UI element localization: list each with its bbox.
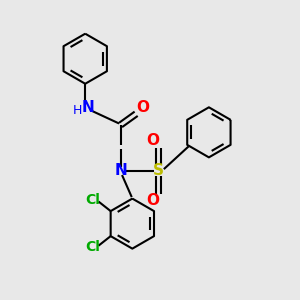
Text: S: S bbox=[153, 163, 164, 178]
Text: Cl: Cl bbox=[85, 240, 100, 254]
Text: N: N bbox=[114, 163, 127, 178]
Text: O: O bbox=[146, 133, 159, 148]
Text: O: O bbox=[146, 193, 159, 208]
Text: O: O bbox=[136, 100, 149, 116]
Text: N: N bbox=[81, 100, 94, 115]
Text: Cl: Cl bbox=[85, 193, 100, 207]
Text: H: H bbox=[72, 104, 82, 117]
